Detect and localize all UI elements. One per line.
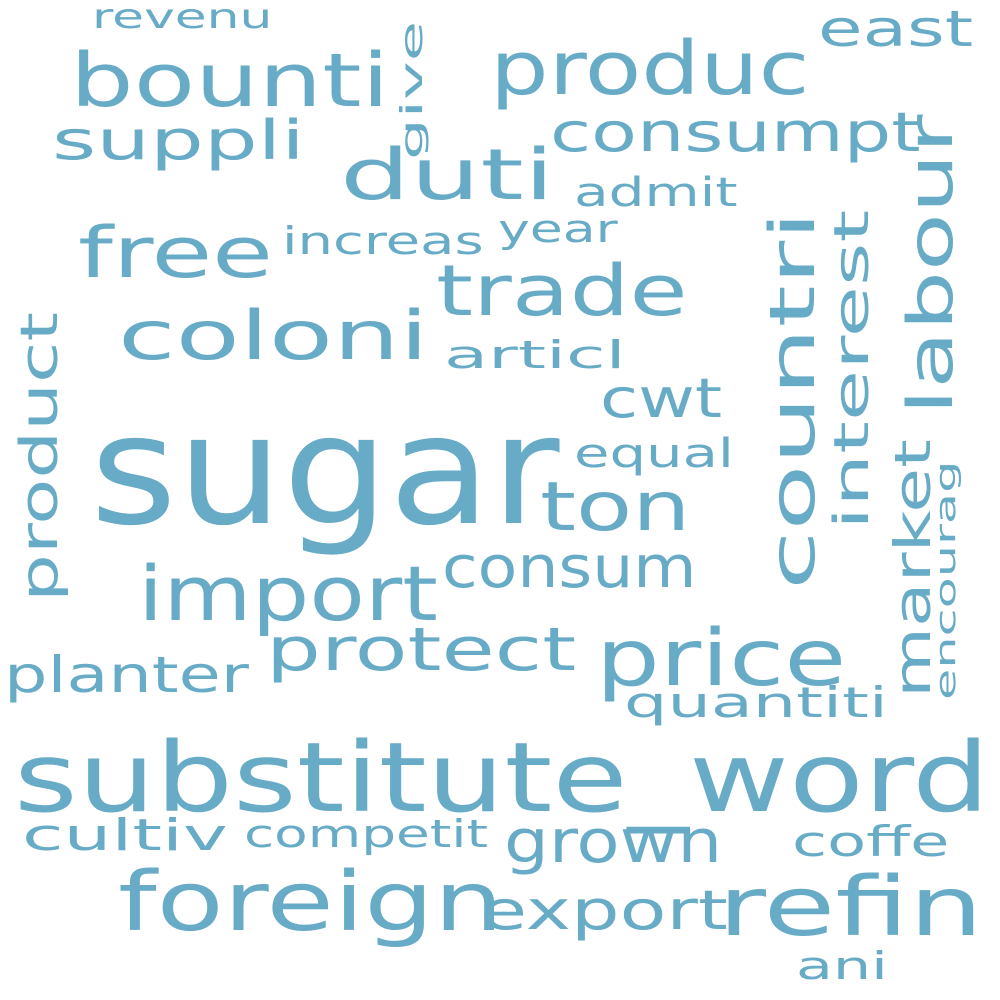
word-interest: interest <box>824 209 880 530</box>
word-articl: articl <box>444 333 626 377</box>
word-ton: ton <box>540 468 691 547</box>
word-equal: equal <box>574 431 734 477</box>
word-give: give <box>395 20 430 161</box>
word-bounti: bounti <box>70 38 390 124</box>
word-product: product <box>10 311 70 602</box>
word-substitute-word: substitute_word <box>14 722 990 834</box>
word-cwt: cwt <box>600 367 723 430</box>
word-consumpt: consumpt <box>550 101 921 164</box>
word-ani: ani <box>796 944 888 988</box>
word-sugar: sugar <box>90 382 560 559</box>
word-free: free <box>78 212 274 294</box>
word-foreign: foreign <box>118 855 504 950</box>
word-coffe: coffe <box>792 817 950 866</box>
word-admit: admit <box>574 170 738 216</box>
word-suppli: suppli <box>52 109 305 172</box>
word-cultiv: cultiv <box>22 810 228 861</box>
word-competit: competit <box>244 812 489 856</box>
word-quantiti: quantiti <box>624 678 888 727</box>
word-coloni: coloni <box>118 297 429 376</box>
word-consum: consum <box>442 533 697 601</box>
word-export: export <box>480 879 728 942</box>
word-east: east <box>818 0 974 58</box>
word-trade: trade <box>436 250 688 332</box>
word-encourag: encourag <box>929 460 962 700</box>
word-produc: produc <box>490 26 810 112</box>
word-price: price <box>596 614 847 704</box>
word-refin: refin <box>718 860 984 955</box>
word-year: year <box>498 207 618 251</box>
word-countri: countri <box>756 210 829 590</box>
word-duti: duti <box>340 134 555 216</box>
word-planter: planter <box>4 646 249 704</box>
word-grown: grown <box>504 807 723 877</box>
word-import: import <box>138 549 438 638</box>
word-protect: protect <box>266 615 577 685</box>
word-increas: increas <box>282 219 484 263</box>
word-revenu: revenu <box>92 0 273 37</box>
